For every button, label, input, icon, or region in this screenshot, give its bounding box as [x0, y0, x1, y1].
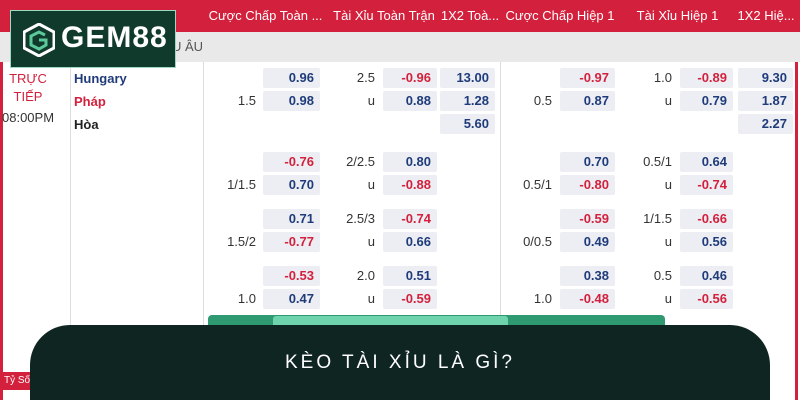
odds: 0.80: [383, 152, 437, 172]
line-value: u: [664, 234, 672, 249]
odds: 0.56: [680, 232, 733, 252]
logo-icon: [23, 23, 55, 57]
odds: 5.60: [440, 114, 495, 134]
odds: -0.89: [680, 68, 733, 88]
line-value: 1.0: [237, 291, 256, 306]
column-header: Cược Chấp Toàn ...: [208, 8, 323, 23]
line-value: u: [367, 234, 375, 249]
odds: -0.59: [560, 209, 615, 229]
line-value: 1.0: [653, 70, 672, 85]
odds: -0.80: [560, 175, 615, 195]
line-value: 0.5/1: [643, 154, 672, 169]
divider: [70, 62, 71, 362]
odds: 0.64: [680, 152, 733, 172]
line-value: 2.5/3: [346, 211, 375, 226]
divider: [500, 62, 501, 362]
banner-title: KÈO TÀI XỈU LÀ GÌ?: [285, 352, 515, 373]
line-value: u: [664, 177, 672, 192]
odds: -0.88: [383, 175, 437, 195]
divider: [203, 62, 204, 362]
column-header: Tài Xỉu Toàn Trận: [333, 8, 435, 23]
line-value: u: [664, 93, 672, 108]
odds: 9.30: [738, 68, 793, 88]
line-value: 0.5: [653, 268, 672, 283]
odds: 0.88: [383, 91, 437, 111]
team-name: Hòa: [74, 117, 99, 132]
odds: 2.27: [738, 114, 793, 134]
column-header: Cược Chấp Hiệp 1: [505, 8, 615, 23]
odds: 0.98: [263, 91, 320, 111]
column-header: Tài Xỉu Hiệp 1: [636, 8, 719, 23]
line-value: 1.0: [533, 291, 552, 306]
line-value: u: [367, 93, 375, 108]
odds: 0.51: [383, 266, 437, 286]
odds: 0.79: [680, 91, 733, 111]
odds: -0.74: [680, 175, 733, 195]
odds: -0.48: [560, 289, 615, 309]
odds: 0.71: [263, 209, 320, 229]
odds: 0.70: [263, 175, 320, 195]
line-value: 1.5/2: [227, 234, 256, 249]
odds: 13.00: [440, 68, 495, 88]
odds: -0.66: [680, 209, 733, 229]
odds: 0.38: [560, 266, 615, 286]
team-name: Pháp: [74, 94, 106, 109]
line-value: 2/2.5: [346, 154, 375, 169]
odds: -0.96: [383, 68, 437, 88]
line-value: u: [367, 291, 375, 306]
line-value: 2.5: [356, 70, 375, 85]
odds: -0.56: [680, 289, 733, 309]
odds: 0.66: [383, 232, 437, 252]
line-value: 1/1.5: [227, 177, 256, 192]
column-header: 1X2 Hiệ...: [737, 8, 795, 23]
team-name: Hungary: [74, 71, 127, 86]
logo-text: GEM88: [61, 21, 168, 54]
odds: 0.70: [560, 152, 615, 172]
odds: -0.53: [263, 266, 320, 286]
subheader: U ÂU: [172, 39, 204, 54]
edge: [795, 62, 798, 400]
line-value: u: [664, 291, 672, 306]
odds: 0.46: [680, 266, 733, 286]
line-value: 0/0.5: [523, 234, 552, 249]
banner: [30, 325, 770, 400]
line-value: 1.5: [237, 93, 256, 108]
line-value: u: [367, 177, 375, 192]
odds: -0.59: [383, 289, 437, 309]
odds: 0.87: [560, 91, 615, 111]
logo-box: GEM88: [10, 10, 176, 68]
line-value: 0.5/1: [523, 177, 552, 192]
line-value: 1/1.5: [643, 211, 672, 226]
odds: 0.49: [560, 232, 615, 252]
odds: -0.77: [263, 232, 320, 252]
column-header: 1X2 Toà...: [440, 8, 500, 23]
odds: -0.76: [263, 152, 320, 172]
edge: [0, 62, 3, 400]
odds: 0.47: [263, 289, 320, 309]
match-status: TRỰC TIẾP: [9, 71, 47, 104]
match-time: 08:00PM: [2, 110, 55, 125]
line-value: 0.5: [533, 93, 552, 108]
odds: 0.96: [263, 68, 320, 88]
odds: 1.87: [738, 91, 793, 111]
odds: -0.74: [383, 209, 437, 229]
odds: -0.97: [560, 68, 615, 88]
line-value: 2.0: [356, 268, 375, 283]
odds: 1.28: [440, 91, 495, 111]
